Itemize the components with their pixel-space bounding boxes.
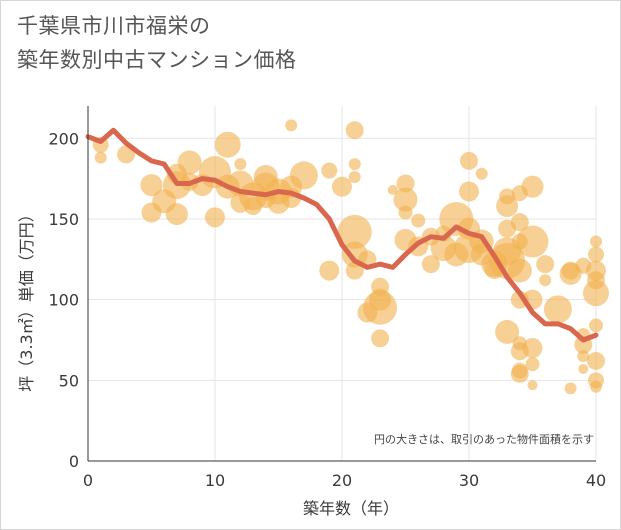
tick-labels: 0 50 100 150 200 0 10 20 30 40 <box>48 129 606 490</box>
x-axis-title: 築年数（年） <box>303 499 399 518</box>
gridlines <box>88 106 597 461</box>
trend-line <box>85 127 599 343</box>
data-bubble <box>371 329 390 348</box>
data-bubble <box>516 225 549 258</box>
data-bubble <box>387 184 398 195</box>
data-bubble <box>587 351 605 370</box>
data-bubble <box>525 357 540 372</box>
data-bubble <box>583 280 609 307</box>
data-bubble <box>332 176 352 197</box>
data-bubble <box>117 145 136 164</box>
data-bubble <box>289 161 318 190</box>
y-tick-label: 200 <box>48 129 79 148</box>
data-bubble <box>140 174 163 197</box>
data-bubble <box>234 158 247 171</box>
chart-title: 千葉県市川市福栄の 築年数別中古マンション価格 <box>17 9 297 77</box>
data-bubble <box>578 364 589 375</box>
data-bubble <box>345 261 364 280</box>
y-tick-label: 0 <box>69 452 79 471</box>
data-bubble <box>459 181 479 202</box>
x-tick-label: 20 <box>332 471 352 490</box>
data-bubble <box>411 213 426 228</box>
data-bubble <box>577 350 590 363</box>
data-bubble <box>285 119 298 132</box>
data-bubble <box>321 162 338 179</box>
data-bubble <box>421 255 440 274</box>
y-tick-label: 50 <box>59 371 79 390</box>
y-tick-label: 100 <box>48 291 79 310</box>
data-bubble <box>543 295 572 324</box>
data-bubble <box>475 167 488 180</box>
data-bubble <box>564 382 577 395</box>
data-bubble <box>363 290 398 325</box>
data-bubble <box>337 214 372 249</box>
title-line-1: 千葉県市川市福栄の <box>17 14 211 38</box>
data-bubble <box>460 151 478 170</box>
data-bubble <box>345 121 364 140</box>
data-bubble <box>319 260 340 281</box>
trend-layer <box>85 127 599 343</box>
data-bubble <box>590 235 602 248</box>
x-tick-label: 30 <box>459 471 479 490</box>
data-bubble <box>510 364 529 383</box>
data-bubble <box>588 246 604 263</box>
data-bubble <box>348 158 361 171</box>
data-bubble <box>94 151 107 164</box>
x-tick-label: 10 <box>205 471 225 490</box>
x-tick-label: 0 <box>83 471 93 490</box>
data-bubble <box>205 207 225 228</box>
data-bubble <box>393 187 418 212</box>
data-bubble <box>536 255 555 274</box>
data-bubble <box>521 175 544 198</box>
x-tick-label: 40 <box>586 471 606 490</box>
data-bubble <box>495 319 520 344</box>
axes <box>87 106 596 462</box>
data-bubble <box>539 274 552 287</box>
data-bubble <box>507 258 532 283</box>
data-bubble <box>589 318 603 333</box>
data-bubble <box>496 195 519 218</box>
data-bubble <box>165 203 188 226</box>
data-bubble <box>396 174 415 193</box>
data-bubble <box>527 380 538 391</box>
y-tick-label: 150 <box>48 210 79 229</box>
bubble-size-note: 円の大きさは、取引のあった物件面積を示す <box>374 432 594 446</box>
data-bubble <box>522 338 543 359</box>
data-bubble <box>398 205 413 220</box>
data-bubble <box>177 150 202 175</box>
y-axis-title: 坪（3.3㎡）単価（万円） <box>17 206 36 391</box>
data-bubble <box>590 380 602 393</box>
data-bubble <box>214 131 241 158</box>
data-bubble <box>348 171 361 183</box>
data-bubble <box>510 213 529 232</box>
title-line-2: 築年数別中古マンション価格 <box>17 48 297 72</box>
